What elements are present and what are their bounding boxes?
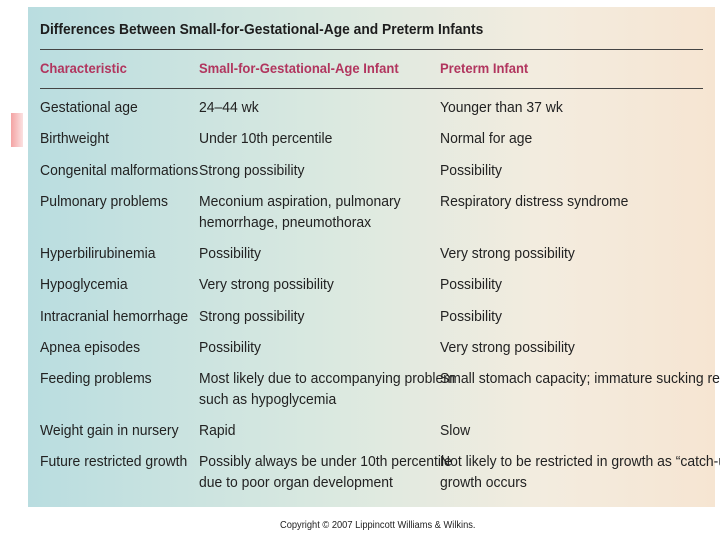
cell-preterm: Small stomach capacity; immature sucking… [440,370,720,387]
cell-characteristic: Gestational age [40,99,138,116]
cell-preterm: Normal for age [440,130,533,147]
cell-preterm: Slow [440,422,471,439]
cell-sga: Meconium aspiration, pulmonary hemorrhag… [199,193,401,231]
table-header-row: Characteristic Small-for-Gestational-Age… [28,60,715,82]
cell-characteristic: Birthweight [40,130,110,147]
cell-sga: Strong possibility [199,308,305,325]
cell-characteristic: Intracranial hemorrhage [40,308,189,325]
cell-preterm: Possibility [440,162,503,179]
cell-sga: Possibility [199,245,262,262]
cell-preterm: Very strong possibility [440,339,575,356]
cell-characteristic: Weight gain in nursery [40,422,179,439]
cell-preterm: Not likely to be restricted in growth as… [440,453,720,491]
comparison-table: Differences Between Small-for-Gestationa… [28,7,720,507]
header-characteristic: Characteristic [40,60,127,76]
cell-preterm: Younger than 37 wk [440,99,563,116]
cell-preterm: Possibility [440,308,503,325]
cell-characteristic: Congenital malformations [40,162,199,179]
cell-characteristic: Hypoglycemia [40,276,128,293]
header-sga-infant: Small-for-Gestational-Age Infant [199,60,399,76]
cell-sga: 24–44 wk [199,99,259,116]
cell-preterm: Very strong possibility [440,245,575,262]
cell-sga: Under 10th percentile [199,130,333,147]
table-rule-top [40,49,703,50]
table-title: Differences Between Small-for-Gestationa… [40,21,484,38]
table-rule-header [40,88,703,89]
cell-sga: Strong possibility [199,162,305,179]
cell-characteristic: Apnea episodes [40,339,141,356]
cell-preterm: Possibility [440,276,503,293]
cell-characteristic: Hyperbilirubinemia [40,245,156,262]
cell-sga: Possibly always be under 10th percentile… [199,453,452,491]
slide-accent-bar [11,113,23,147]
header-preterm-infant: Preterm Infant [440,60,529,76]
cell-sga: Very strong possibility [199,276,334,293]
cell-sga: Possibility [199,339,262,356]
cell-sga: Rapid [199,422,236,439]
cell-characteristic: Feeding problems [40,370,152,387]
cell-characteristic: Future restricted growth [40,453,188,470]
copyright-caption: Copyright © 2007 Lippincott Williams & W… [280,520,476,531]
cell-characteristic: Pulmonary problems [40,193,168,210]
cell-sga: Most likely due to accompanying problem … [199,370,455,408]
cell-preterm: Respiratory distress syndrome [440,193,629,210]
